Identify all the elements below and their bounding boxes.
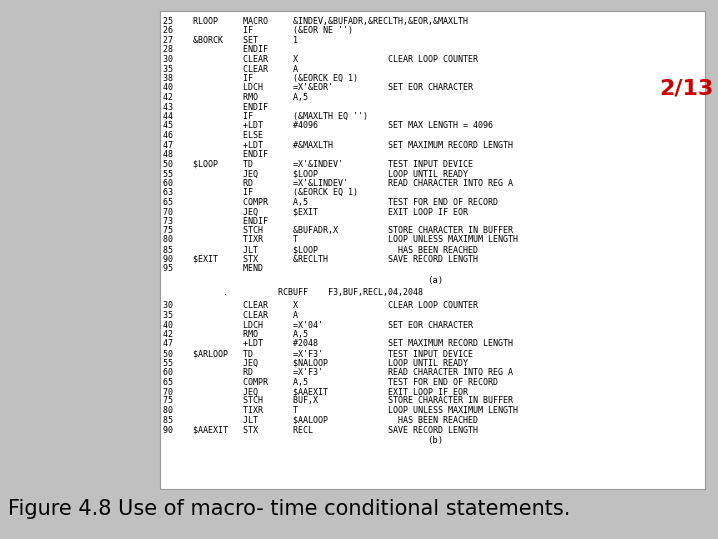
Text: 35              CLEAR     A: 35 CLEAR A	[163, 65, 298, 73]
Text: 50    $LOOP     TD        =X'&INDEV'         TEST INPUT DEVICE: 50 $LOOP TD =X'&INDEV' TEST INPUT DEVICE	[163, 160, 473, 169]
Text: 47              +LDT      #&MAXLTH           SET MAXIMUM RECORD LENGTH: 47 +LDT #&MAXLTH SET MAXIMUM RECORD LENG…	[163, 141, 513, 149]
Text: 90    $AAEXIT   STX       RECL               SAVE RECORD LENGTH: 90 $AAEXIT STX RECL SAVE RECORD LENGTH	[163, 425, 478, 434]
Text: Figure 4.8 Use of macro- time conditional statements.: Figure 4.8 Use of macro- time conditiona…	[8, 499, 570, 519]
Text: 48              ENDIF: 48 ENDIF	[163, 150, 268, 159]
Text: 40              LDCH      =X'04'             SET EOR CHARACTER: 40 LDCH =X'04' SET EOR CHARACTER	[163, 321, 473, 329]
Text: 27    &BORCK    SET       1: 27 &BORCK SET 1	[163, 36, 298, 45]
Text: (b): (b)	[427, 437, 443, 446]
Text: 47              +LDT      #2048              SET MAXIMUM RECORD LENGTH: 47 +LDT #2048 SET MAXIMUM RECORD LENGTH	[163, 340, 513, 349]
Text: 60              RD        =X'&LINDEV'        READ CHARACTER INTO REG A: 60 RD =X'&LINDEV' READ CHARACTER INTO RE…	[163, 178, 513, 188]
Text: 25    RLOOP     MACRO     &INDEV,&BUFADR,&RECLTH,&EOR,&MAXLTH: 25 RLOOP MACRO &INDEV,&BUFADR,&RECLTH,&E…	[163, 17, 468, 26]
Text: 90    $EXIT     STX       &RECLTH            SAVE RECORD LENGTH: 90 $EXIT STX &RECLTH SAVE RECORD LENGTH	[163, 254, 478, 264]
Text: 40              LDCH      =X'&EOR'           SET EOR CHARACTER: 40 LDCH =X'&EOR' SET EOR CHARACTER	[163, 84, 473, 93]
Text: 55              JEQ       $LOOP              LOOP UNTIL READY: 55 JEQ $LOOP LOOP UNTIL READY	[163, 169, 468, 178]
Text: 55              JEQ       $NALOOP            LOOP UNTIL READY: 55 JEQ $NALOOP LOOP UNTIL READY	[163, 358, 468, 368]
Text: 42              RMO       A,5: 42 RMO A,5	[163, 93, 308, 102]
Text: 70              JEQ       $AAEXIT            EXIT LOOP IF EOR: 70 JEQ $AAEXIT EXIT LOOP IF EOR	[163, 387, 468, 396]
Text: 26              IF        (&EOR NE ''): 26 IF (&EOR NE '')	[163, 26, 353, 36]
FancyBboxPatch shape	[160, 11, 705, 489]
Text: (a): (a)	[427, 275, 443, 285]
Text: 75              STCH      BUF,X              STORE CHARACTER IN BUFFER: 75 STCH BUF,X STORE CHARACTER IN BUFFER	[163, 397, 513, 405]
Text: 65              COMPR     A,5                TEST FOR END OF RECORD: 65 COMPR A,5 TEST FOR END OF RECORD	[163, 197, 498, 206]
Text: 45              +LDT      #4096              SET MAX LENGTH = 4096: 45 +LDT #4096 SET MAX LENGTH = 4096	[163, 121, 493, 130]
Text: 44              IF        (&MAXLTH EQ ''): 44 IF (&MAXLTH EQ '')	[163, 112, 368, 121]
Text: 28              ENDIF: 28 ENDIF	[163, 45, 268, 54]
Text: 30              CLEAR     X                  CLEAR LOOP COUNTER: 30 CLEAR X CLEAR LOOP COUNTER	[163, 55, 478, 64]
Text: 95              MEND: 95 MEND	[163, 264, 263, 273]
Text: 85              JLT       $AALOOP              HAS BEEN REACHED: 85 JLT $AALOOP HAS BEEN REACHED	[163, 416, 478, 425]
Text: 42              RMO       A,5: 42 RMO A,5	[163, 330, 308, 339]
Text: 80              TIXR      T                  LOOP UNLESS MAXIMUM LENGTH: 80 TIXR T LOOP UNLESS MAXIMUM LENGTH	[163, 236, 518, 245]
Text: 85              JLT       $LOOP                HAS BEEN REACHED: 85 JLT $LOOP HAS BEEN REACHED	[163, 245, 478, 254]
Text: 73              ENDIF: 73 ENDIF	[163, 217, 268, 225]
Text: 50    $ARLOOP   TD        =X'F3'             TEST INPUT DEVICE: 50 $ARLOOP TD =X'F3' TEST INPUT DEVICE	[163, 349, 473, 358]
Text: 2/13: 2/13	[660, 79, 714, 99]
Text: 70              JEQ       $EXIT              EXIT LOOP IF EOR: 70 JEQ $EXIT EXIT LOOP IF EOR	[163, 207, 468, 216]
Text: .          RCBUFF    F3,BUF,RECL,04,2048: . RCBUFF F3,BUF,RECL,04,2048	[173, 288, 423, 298]
Text: 60              RD        =X'F3'             READ CHARACTER INTO REG A: 60 RD =X'F3' READ CHARACTER INTO REG A	[163, 368, 513, 377]
Text: 43              ENDIF: 43 ENDIF	[163, 102, 268, 112]
Text: 80              TIXR      T                  LOOP UNLESS MAXIMUM LENGTH: 80 TIXR T LOOP UNLESS MAXIMUM LENGTH	[163, 406, 518, 415]
Text: 75              STCH      &BUFADR,X          STORE CHARACTER IN BUFFER: 75 STCH &BUFADR,X STORE CHARACTER IN BUF…	[163, 226, 513, 235]
Text: 38              IF        (&EORCK EQ 1): 38 IF (&EORCK EQ 1)	[163, 74, 358, 83]
Text: 63              IF        (&EORCK EQ 1): 63 IF (&EORCK EQ 1)	[163, 188, 358, 197]
Text: 46              ELSE: 46 ELSE	[163, 131, 263, 140]
Text: 65              COMPR     A,5                TEST FOR END OF RECORD: 65 COMPR A,5 TEST FOR END OF RECORD	[163, 377, 498, 386]
Text: 30              CLEAR     X                  CLEAR LOOP COUNTER: 30 CLEAR X CLEAR LOOP COUNTER	[163, 301, 478, 310]
Text: 35              CLEAR     A: 35 CLEAR A	[163, 311, 298, 320]
